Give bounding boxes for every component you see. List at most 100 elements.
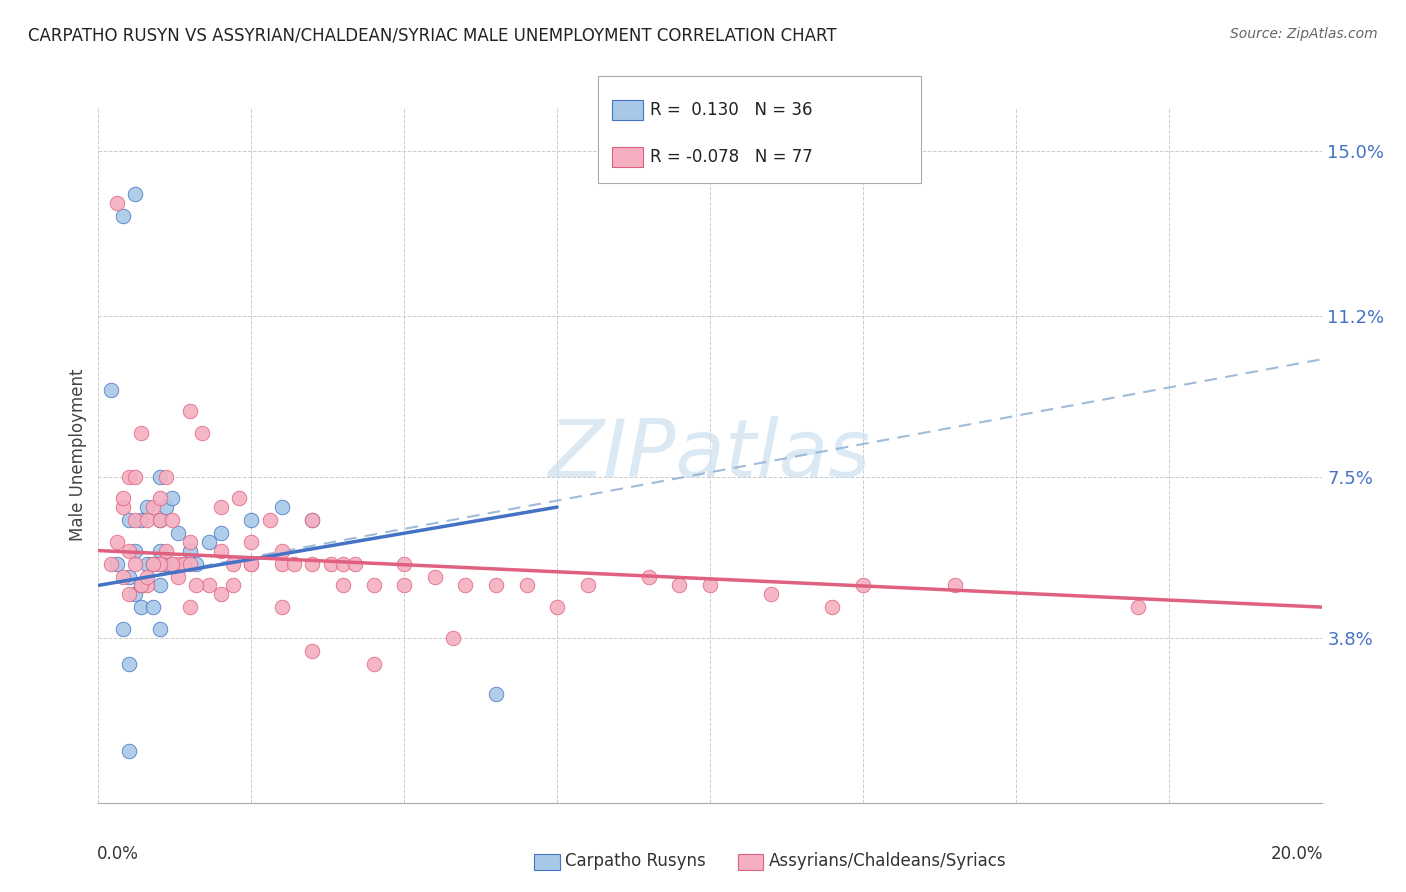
Point <box>100 557 122 571</box>
Text: 0.0%: 0.0% <box>97 845 139 863</box>
Point <box>197 535 219 549</box>
Point <box>167 526 190 541</box>
Point <box>485 687 508 701</box>
Point <box>179 557 201 571</box>
Point <box>301 513 323 527</box>
Point <box>155 543 177 558</box>
Point <box>943 578 966 592</box>
Point <box>118 587 141 601</box>
Point <box>363 578 385 592</box>
Point <box>111 500 134 514</box>
Point <box>129 578 152 592</box>
Text: R =  0.130   N = 36: R = 0.130 N = 36 <box>650 101 813 119</box>
Point <box>332 557 354 571</box>
Point <box>149 578 172 592</box>
Point <box>167 570 190 584</box>
Point <box>1128 600 1150 615</box>
Point <box>124 469 146 483</box>
Point <box>124 587 146 601</box>
Point <box>167 557 190 571</box>
Point <box>209 587 232 601</box>
Point <box>149 557 172 571</box>
Point <box>186 578 208 592</box>
Point <box>699 578 721 592</box>
Point <box>118 570 141 584</box>
Point <box>228 491 250 506</box>
Point <box>105 535 128 549</box>
Point <box>301 513 323 527</box>
Point <box>270 557 294 571</box>
Point <box>129 513 152 527</box>
Point <box>111 491 134 506</box>
Point <box>179 404 201 418</box>
Point <box>423 570 446 584</box>
Point <box>160 513 183 527</box>
Point <box>392 578 416 592</box>
Point <box>136 557 159 571</box>
Point <box>332 578 354 592</box>
Point <box>155 469 177 483</box>
Point <box>118 513 141 527</box>
Point <box>240 535 263 549</box>
Text: Assyrians/Chaldeans/Syriacs: Assyrians/Chaldeans/Syriacs <box>769 852 1007 870</box>
Point <box>105 195 128 210</box>
Point <box>142 557 165 571</box>
Point <box>638 570 661 584</box>
Point <box>124 513 146 527</box>
Point <box>240 557 263 571</box>
Point <box>240 557 263 571</box>
Y-axis label: Male Unemployment: Male Unemployment <box>69 368 87 541</box>
Point <box>129 426 152 441</box>
Point <box>118 543 141 558</box>
Point <box>852 578 875 592</box>
Point <box>283 557 305 571</box>
Text: CARPATHO RUSYN VS ASSYRIAN/CHALDEAN/SYRIAC MALE UNEMPLOYMENT CORRELATION CHART: CARPATHO RUSYN VS ASSYRIAN/CHALDEAN/SYRI… <box>28 27 837 45</box>
Point <box>392 557 416 571</box>
Point <box>136 500 159 514</box>
Point <box>270 543 294 558</box>
Point <box>270 500 294 514</box>
Point <box>301 557 323 571</box>
Point <box>259 513 281 527</box>
Point <box>111 209 134 223</box>
Point <box>149 622 172 636</box>
Point <box>209 500 232 514</box>
Point <box>240 513 263 527</box>
Point <box>124 557 146 571</box>
Point <box>160 491 183 506</box>
Point <box>142 600 165 615</box>
Point <box>173 557 195 571</box>
Point <box>270 600 294 615</box>
Point <box>197 578 219 592</box>
Point <box>319 557 342 571</box>
Point <box>179 535 201 549</box>
Point <box>179 543 201 558</box>
Point <box>222 557 245 571</box>
Point <box>124 543 146 558</box>
Point <box>105 557 128 571</box>
Point <box>100 383 122 397</box>
Point <box>118 657 141 671</box>
Point <box>222 578 245 592</box>
Point <box>576 578 599 592</box>
Point <box>142 557 165 571</box>
Point <box>149 513 172 527</box>
Point <box>124 187 146 202</box>
Point <box>546 600 568 615</box>
Point <box>454 578 477 592</box>
Point <box>160 557 183 571</box>
Point <box>209 543 232 558</box>
Point <box>149 557 172 571</box>
Text: R = -0.078   N = 77: R = -0.078 N = 77 <box>650 148 813 166</box>
Point <box>142 500 165 514</box>
Point <box>173 557 195 571</box>
Text: Carpatho Rusyns: Carpatho Rusyns <box>565 852 706 870</box>
Text: ZIPatlas: ZIPatlas <box>548 416 872 494</box>
Point <box>668 578 690 592</box>
Point <box>155 500 177 514</box>
Point <box>301 643 323 657</box>
Point <box>118 744 141 758</box>
Point <box>129 600 152 615</box>
Point <box>111 570 134 584</box>
Point <box>761 587 783 601</box>
